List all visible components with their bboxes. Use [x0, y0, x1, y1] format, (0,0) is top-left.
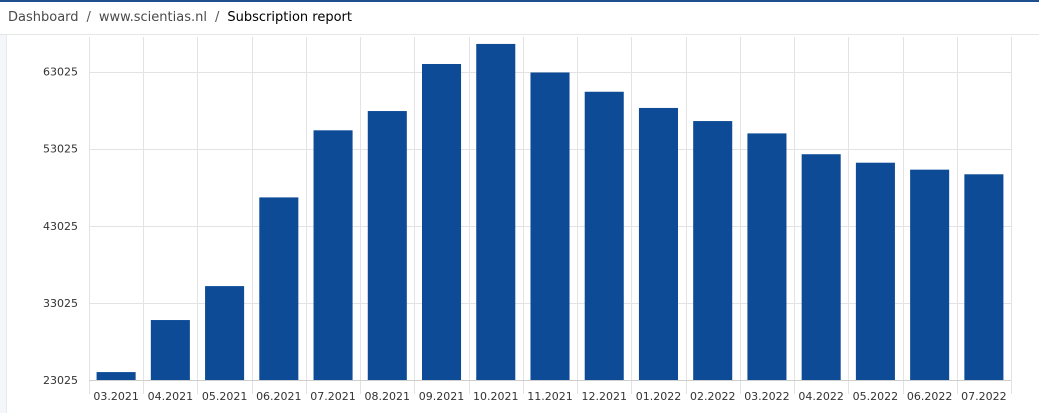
x-tick-label: 02.2022 — [690, 390, 736, 403]
x-tick-label: 05.2021 — [202, 390, 248, 403]
bar-02.2022[interactable] — [693, 121, 733, 380]
bar-08.2021[interactable] — [367, 111, 407, 380]
x-tick-label: 06.2022 — [907, 390, 953, 403]
bar-01.2022[interactable] — [638, 107, 678, 380]
top-accent-line — [0, 0, 1039, 2]
bar-04.2022[interactable] — [801, 154, 841, 380]
breadcrumb-separator: / — [214, 10, 220, 25]
y-axis-ticks: 23025 33025 43025 53025 63025 — [43, 66, 78, 387]
x-tick-label: 01.2022 — [636, 390, 682, 403]
chart-bars — [96, 43, 1004, 381]
breadcrumb-divider — [0, 34, 1039, 35]
x-tick-label: 04.2021 — [148, 390, 194, 403]
bar-07.2022[interactable] — [964, 174, 1004, 380]
x-tick-label: 03.2022 — [744, 390, 790, 403]
bar-06.2022[interactable] — [910, 169, 950, 380]
bar-11.2021[interactable] — [530, 72, 570, 381]
x-tick-label: 10.2021 — [473, 390, 519, 403]
bar-03.2021[interactable] — [96, 372, 136, 380]
bar-03.2022[interactable] — [747, 133, 787, 380]
breadcrumb-current: Subscription report — [227, 10, 352, 25]
y-tick-label: 33025 — [43, 297, 78, 310]
bar-12.2021[interactable] — [584, 91, 624, 380]
breadcrumb-separator: / — [86, 10, 91, 25]
bar-06.2021[interactable] — [259, 197, 299, 380]
x-tick-label: 07.2022 — [961, 390, 1007, 403]
x-tick-label: 08.2021 — [365, 390, 411, 403]
x-tick-label: 06.2021 — [256, 390, 302, 403]
bar-05.2021[interactable] — [205, 286, 245, 380]
y-tick-label: 53025 — [43, 143, 78, 156]
x-tick-label: 07.2021 — [310, 390, 356, 403]
bar-05.2022[interactable] — [855, 162, 895, 380]
breadcrumb-item-dashboard[interactable]: Dashboard — [8, 10, 79, 25]
breadcrumb-item-site[interactable]: www.scientias.nl — [98, 10, 207, 25]
breadcrumb: Dashboard / www.scientias.nl / Subscription … — [8, 10, 352, 25]
y-tick-label: 43025 — [43, 220, 78, 233]
y-tick-label: 23025 — [43, 374, 78, 387]
bar-04.2021[interactable] — [150, 320, 190, 380]
x-tick-label: 04.2022 — [798, 390, 844, 403]
x-tick-label: 12.2021 — [581, 390, 627, 403]
bar-09.2021[interactable] — [422, 63, 462, 381]
bar-07.2021[interactable] — [313, 130, 353, 380]
x-tick-label: 03.2021 — [93, 390, 139, 403]
x-tick-label: 11.2021 — [527, 390, 573, 403]
x-tick-label: 09.2021 — [419, 390, 465, 403]
left-gutter — [0, 35, 7, 413]
x-tick-label: 05.2022 — [853, 390, 899, 403]
y-tick-label: 63025 — [43, 66, 78, 79]
subscription-bar-chart: 23025 33025 43025 53025 63025 03.2021 04.2021… — [43, 37, 1012, 403]
x-axis-ticks: 03.2021 04.2021 05.2021 06.2021 07.2021 08.20… — [93, 390, 1006, 403]
bar-10.2021[interactable] — [476, 43, 516, 380]
